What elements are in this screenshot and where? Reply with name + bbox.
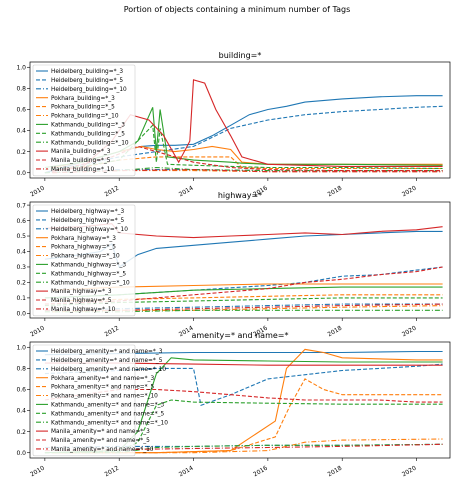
- y-tick-label: 0.0: [16, 450, 26, 457]
- series-line: [44, 363, 443, 407]
- legend-label: Heidelberg_amenity=* and name=*_10: [51, 367, 166, 373]
- legend-label: Pokhara_building=*_5: [51, 105, 115, 111]
- legend-label: Kathmandu_building=*_10: [51, 140, 129, 146]
- subplot-title: highway=*: [218, 191, 262, 200]
- y-tick-label: 1.0: [16, 344, 26, 351]
- y-tick-label: 0.0: [16, 311, 26, 318]
- legend-label: Manila_highway=*_10: [51, 307, 116, 313]
- legend-label: Kathmandu_amenity=* and name=*_3: [51, 403, 165, 409]
- legend-label: Manila_highway=*_3: [51, 289, 112, 295]
- legend-label: Heidelberg_building=*_5: [51, 78, 123, 84]
- y-tick-label: 0.8: [16, 86, 26, 93]
- legend-label: Manila_building=*_10: [51, 167, 114, 173]
- legend-label: Heidelberg_building=*_3: [51, 69, 123, 75]
- subplot-2: amenity=* and name=*0.00.20.40.60.81.020…: [16, 331, 451, 478]
- legend-label: Kathmandu_amenity=* and name=*_10: [51, 420, 168, 426]
- legend-label: Pokhara_building=*_3: [51, 96, 115, 102]
- legend-label: Kathmandu_amenity=* and name=*_5: [51, 411, 165, 417]
- y-tick-label: 0.5: [16, 233, 26, 240]
- y-tick-label: 0.7: [16, 202, 26, 209]
- legend-label: Pokhara_highway=*_10: [51, 254, 120, 260]
- legend-label: Kathmandu_building=*_5: [51, 131, 125, 137]
- series-line: [52, 378, 443, 454]
- legend-label: Pokhara_amenity=* and name=*_3: [51, 376, 154, 382]
- y-tick-label: 0.4: [16, 128, 26, 135]
- series-line: [52, 438, 443, 454]
- y-tick-label: 0.0: [16, 170, 26, 177]
- legend-label: Kathmandu_highway=*_10: [51, 280, 130, 286]
- series-line: [44, 105, 443, 174]
- legend-label: Pokhara_building=*_10: [51, 114, 119, 120]
- legend-box: [32, 204, 136, 317]
- legend-label: Pokhara_highway=*_5: [51, 245, 116, 251]
- legend-label: Kathmandu_highway=*_3: [51, 263, 126, 269]
- axes-frame: [29, 201, 451, 319]
- figure-title: Portion of objects containing a minimum …: [124, 5, 351, 14]
- legend-box: [32, 344, 136, 457]
- legend-label: Kathmandu_building=*_3: [51, 123, 125, 129]
- legend-label: Manila_building=*_3: [51, 149, 111, 155]
- y-tick-label: 0.2: [16, 429, 26, 436]
- legend-label: Pokhara_amenity=* and name=*_5: [51, 385, 154, 391]
- y-tick-label: 0.4: [16, 408, 26, 415]
- legend-label: Manila_building=*_5: [51, 158, 111, 164]
- legend-label: Manila_amenity=* and name=*_3: [51, 429, 150, 435]
- series-line: [44, 266, 443, 305]
- series-line: [52, 145, 443, 173]
- legend-label: Heidelberg_highway=*_3: [51, 209, 125, 215]
- y-tick-label: 0.6: [16, 107, 26, 114]
- axes-frame: [29, 61, 451, 179]
- legend-label: Pokhara_amenity=* and name=*_10: [51, 394, 158, 400]
- y-tick-label: 1.0: [16, 64, 26, 71]
- legend-label: Heidelberg_highway=*_5: [51, 218, 125, 224]
- legend-label: Manila_amenity=* and name=*_10: [51, 447, 154, 453]
- legend-label: Heidelberg_amenity=* and name=*_3: [51, 349, 163, 355]
- y-tick-label: 0.2: [16, 280, 26, 287]
- legend-label: Pokhara_highway=*_3: [51, 236, 116, 242]
- legend-box: [32, 64, 136, 177]
- axes-frame: [29, 341, 451, 459]
- y-tick-label: 0.6: [16, 218, 26, 225]
- y-tick-label: 0.3: [16, 264, 26, 271]
- y-tick-label: 0.1: [16, 295, 26, 302]
- subplot-title: amenity=* and name=*: [191, 331, 288, 340]
- subplot-title: building=*: [219, 51, 262, 60]
- y-tick-label: 0.4: [16, 249, 26, 256]
- legend-label: Kathmandu_highway=*_5: [51, 271, 126, 277]
- legend-label: Heidelberg_amenity=* and name=*_5: [51, 358, 163, 364]
- legend-label: Manila_amenity=* and name=*_5: [51, 438, 150, 444]
- legend-label: Heidelberg_highway=*_10: [51, 227, 128, 233]
- legend-label: Heidelberg_building=*_10: [51, 87, 127, 93]
- y-tick-label: 0.8: [16, 366, 26, 373]
- y-tick-label: 0.6: [16, 387, 26, 394]
- y-tick-label: 0.2: [16, 149, 26, 156]
- legend-label: Manila_highway=*_5: [51, 298, 112, 304]
